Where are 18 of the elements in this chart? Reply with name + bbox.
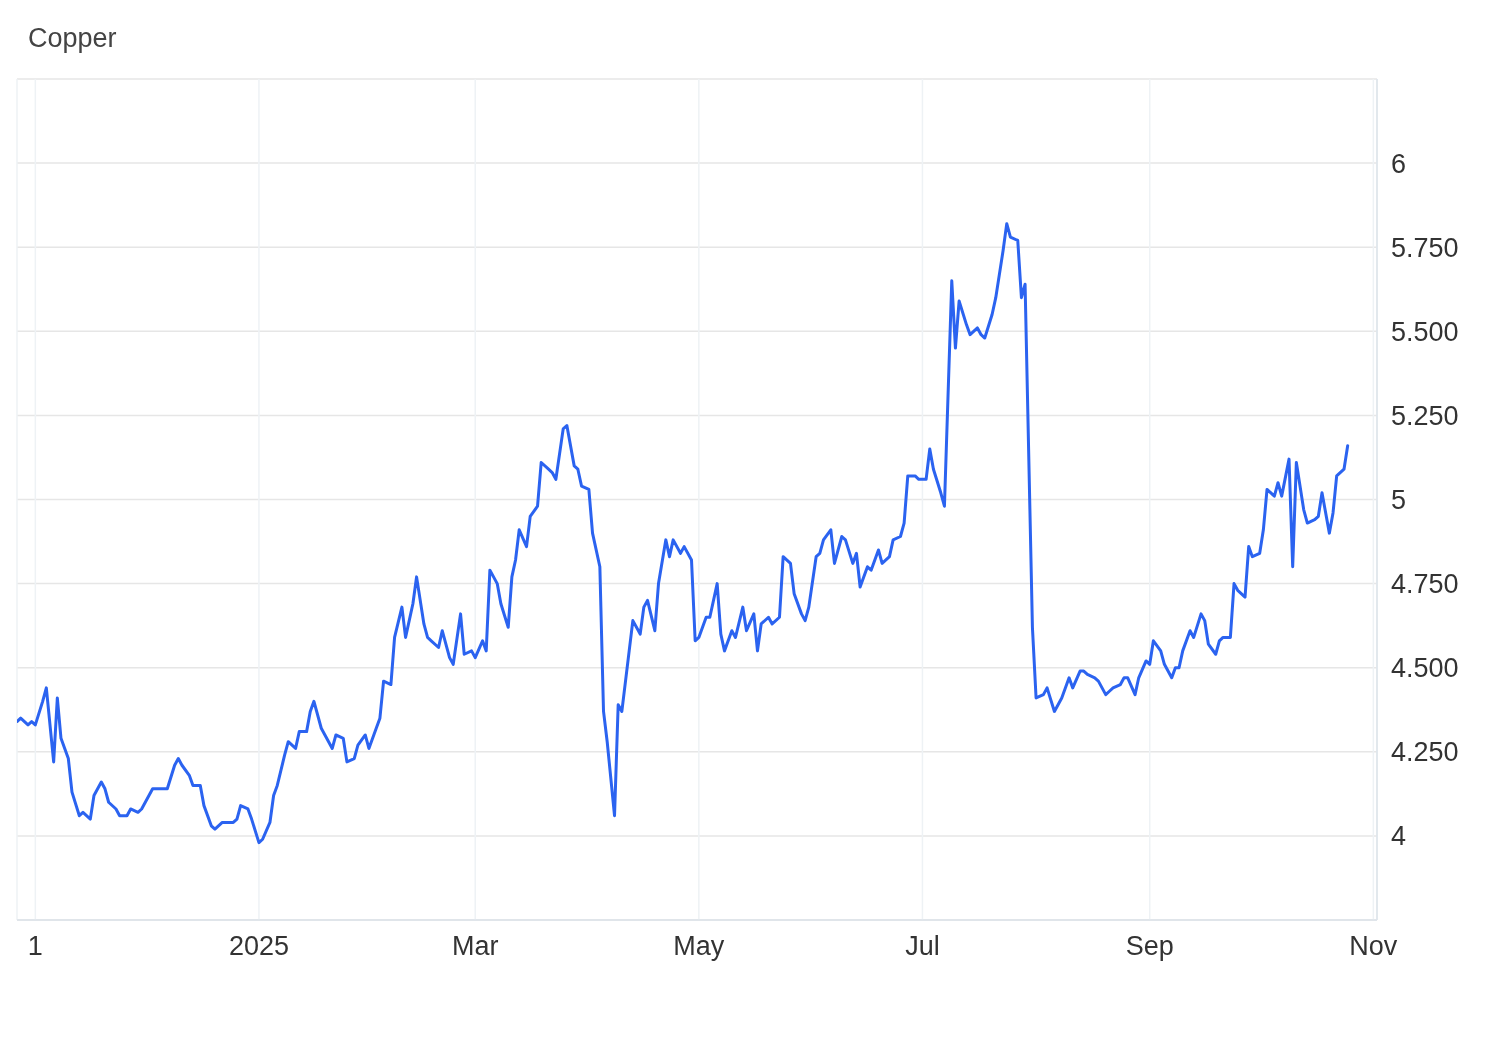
line-series bbox=[17, 222, 1350, 845]
x-tick-label: 1 bbox=[27, 931, 43, 962]
y-tick-label: 5.750 bbox=[1391, 232, 1459, 263]
y-tick-label: 4.500 bbox=[1391, 653, 1459, 684]
x-tick-label: Mar bbox=[451, 931, 499, 962]
x-tick-label: Sep bbox=[1125, 931, 1174, 962]
x-tick-label: May bbox=[673, 931, 725, 962]
x-tick-label: Jul bbox=[905, 931, 940, 962]
y-tick-label: 4 bbox=[1391, 821, 1407, 852]
x-tick-label: Nov bbox=[1349, 931, 1398, 962]
y-tick-label: 5.250 bbox=[1391, 400, 1459, 431]
y-tick-label: 4.250 bbox=[1391, 737, 1459, 768]
y-tick-label: 6 bbox=[1391, 148, 1407, 179]
y-tick-label: 4.750 bbox=[1391, 569, 1459, 600]
y-tick-label: 5 bbox=[1391, 485, 1407, 516]
x-tick-label: 2025 bbox=[228, 931, 289, 962]
chart-title: Copper bbox=[28, 22, 117, 54]
y-tick-label: 5.500 bbox=[1391, 316, 1459, 347]
